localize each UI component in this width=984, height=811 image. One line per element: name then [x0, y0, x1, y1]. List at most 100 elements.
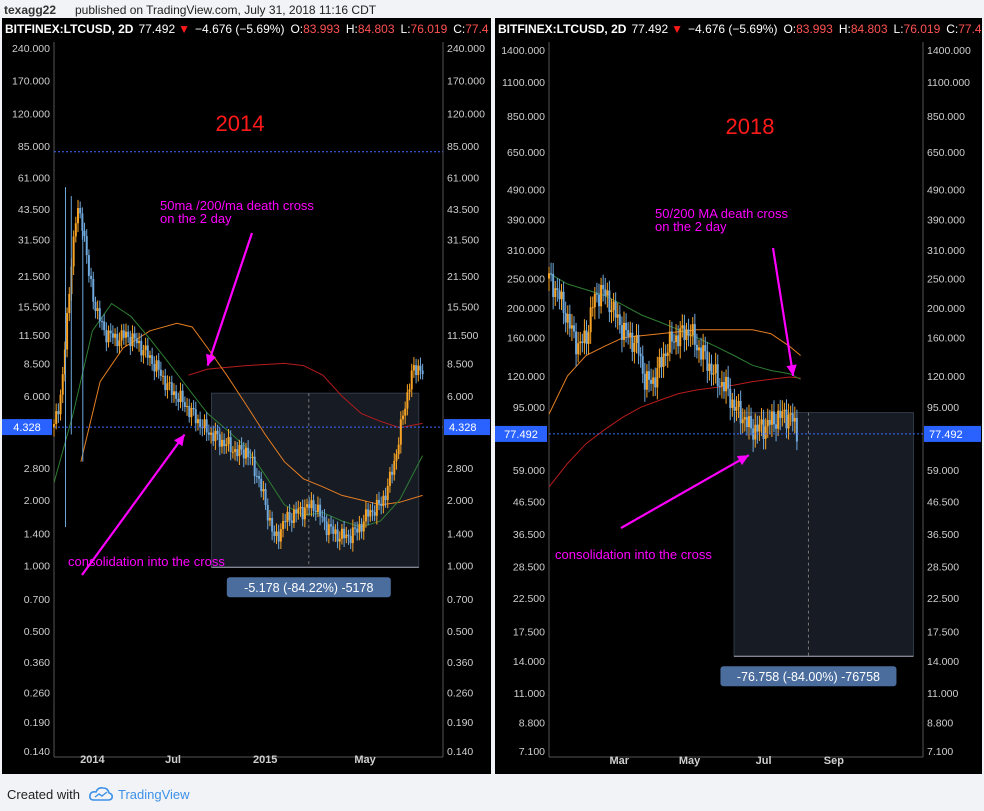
- candle-body: [299, 506, 302, 509]
- candle-body: [266, 505, 269, 521]
- y-tick-label-left: 15.500: [18, 302, 50, 314]
- candle-body: [236, 449, 239, 457]
- annotation-arrow-line: [771, 247, 795, 377]
- measure-label-box: [720, 666, 897, 687]
- price-tag-left: [2, 419, 52, 436]
- candle-body: [685, 329, 688, 341]
- candle-body: [131, 333, 134, 347]
- candle-body: [92, 278, 95, 302]
- candle-body: [658, 357, 661, 369]
- candle-body: [729, 388, 732, 408]
- candle-body: [395, 454, 398, 461]
- candle-body: [743, 417, 746, 420]
- x-tick-label: 2014: [80, 754, 105, 766]
- candle-body: [781, 411, 784, 418]
- candle-body: [279, 529, 282, 542]
- candle-body: [360, 524, 363, 532]
- candle-body: [347, 534, 350, 537]
- candle-body: [284, 521, 287, 523]
- candle-body: [706, 351, 709, 371]
- y-tick-label-right: 850.000: [927, 111, 965, 123]
- candle-body: [166, 383, 169, 391]
- candle-body: [231, 451, 234, 453]
- symbol-last: 77.492: [138, 22, 175, 36]
- symbol-h: 84.803: [358, 22, 395, 36]
- y-tick-label-right: 0.700: [447, 594, 473, 606]
- candle-body: [679, 328, 682, 347]
- candle-body: [689, 335, 692, 337]
- y-tick-label-left: 170.000: [12, 76, 50, 88]
- candle-body: [789, 413, 792, 415]
- y-tick-label-left: 7.100: [519, 746, 545, 758]
- candle-body: [564, 312, 567, 323]
- symbol-h: 84.803: [851, 22, 888, 36]
- candle-body: [249, 457, 252, 459]
- candle-body: [664, 353, 667, 356]
- candle-body: [382, 495, 385, 506]
- candle-body: [795, 417, 798, 442]
- candle-body: [556, 288, 559, 291]
- candle-body: [79, 208, 82, 214]
- candle-body: [306, 504, 309, 508]
- chart-panel-right[interactable]: BITFINEX:LTCUSD, 2D 77.492 ▼ −4.676 (−5.69%…: [495, 18, 982, 774]
- symbol-line: BITFINEX:LTCUSD, 2D 77.492 ▼ −4.676 (−5.69%…: [498, 22, 982, 36]
- candle-body: [412, 365, 415, 371]
- candle-body: [675, 335, 678, 343]
- candle-body: [148, 355, 151, 358]
- candle-body: [560, 291, 563, 300]
- candle-body: [212, 432, 215, 442]
- candle-body: [548, 273, 550, 279]
- chart-title: 2014: [216, 111, 265, 136]
- candle-body: [303, 507, 306, 520]
- candle-body: [668, 331, 671, 353]
- y-tick-label-right: 160.000: [927, 333, 965, 345]
- y-tick-label-right: 11.000: [927, 688, 958, 700]
- y-tick-label-right: 0.140: [447, 746, 473, 758]
- down-triangle-icon: ▼: [178, 22, 190, 36]
- username-link[interactable]: texagg22: [4, 3, 57, 17]
- y-tick-label-right: 95.000: [927, 402, 959, 414]
- y-tick-label-right: 22.500: [927, 593, 959, 605]
- symbol-symbol: BITFINEX:LTCUSD, 2D: [498, 22, 627, 36]
- y-tick-label-left: 43.500: [18, 204, 50, 216]
- ma-50-line: [53, 302, 424, 528]
- candle-body: [260, 478, 263, 492]
- candle-body: [240, 445, 243, 450]
- candle-body: [312, 500, 315, 511]
- y-tick-label-left: 2.000: [24, 495, 50, 507]
- candle-body: [135, 338, 138, 344]
- y-tick-label-right: 120.000: [447, 108, 485, 120]
- candle-body: [157, 360, 160, 370]
- candle-body: [656, 368, 659, 388]
- candle-body: [639, 353, 642, 357]
- candle-body: [87, 255, 90, 276]
- candle-body: [229, 437, 232, 453]
- candle-body: [758, 424, 761, 432]
- candle-body: [558, 290, 561, 300]
- candle-body: [720, 382, 723, 387]
- candle-body: [181, 390, 184, 403]
- candle-body: [710, 363, 713, 375]
- y-tick-label-left: 11.000: [514, 688, 545, 700]
- symbol-c-label: C:: [946, 22, 958, 36]
- candle-body: [399, 419, 402, 445]
- candle-body: [695, 344, 698, 351]
- y-tick-label-right: 1.400: [447, 529, 473, 541]
- candle-body: [419, 365, 422, 371]
- y-tick-label-left: 2.800: [24, 463, 50, 475]
- x-tick-label: Jul: [756, 755, 772, 767]
- tradingview-brand-link[interactable]: TradingView: [118, 787, 190, 802]
- y-tick-label-right: 650.000: [927, 147, 965, 159]
- candle-body: [693, 324, 696, 345]
- x-tick-label: May: [679, 755, 701, 767]
- y-tick-label-left: 8.500: [24, 358, 50, 370]
- candle-body: [111, 333, 114, 338]
- y-tick-label-left: 310.000: [507, 245, 545, 257]
- y-tick-label-left: 120.000: [12, 108, 50, 120]
- candle-body: [714, 364, 717, 374]
- y-tick-label-left: 250.000: [507, 274, 545, 286]
- chart-panel-left[interactable]: BITFINEX:LTCUSD, 2D 77.492 ▼ −4.676 (−5.69%…: [2, 18, 491, 774]
- candle-body: [610, 309, 613, 313]
- chart-left-svg[interactable]: BITFINEX:LTCUSD, 2D 77.492 ▼ −4.676 (−5.69%…: [2, 18, 491, 774]
- chart-right-svg[interactable]: BITFINEX:LTCUSD, 2D 77.492 ▼ −4.676 (−5.69%…: [495, 18, 982, 774]
